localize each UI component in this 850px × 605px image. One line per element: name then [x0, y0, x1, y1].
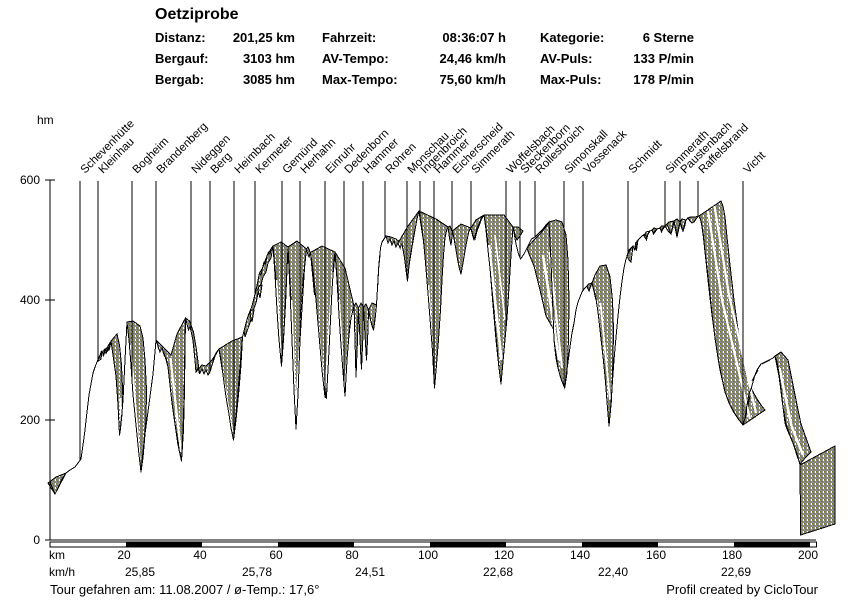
svg-text:133 P/min: 133 P/min: [633, 51, 694, 66]
svg-text:22,40: 22,40: [598, 565, 628, 579]
svg-text:22,69: 22,69: [721, 565, 751, 579]
svg-text:AV-Puls:: AV-Puls:: [540, 51, 593, 66]
svg-text:Tour gefahren am: 11.08.2007: Tour gefahren am: 11.08.2007 / ø-Temp.: …: [50, 582, 319, 597]
svg-text:Bergab:: Bergab:: [155, 72, 204, 87]
svg-text:3085 hm: 3085 hm: [243, 72, 295, 87]
svg-text:Max-Puls:: Max-Puls:: [540, 72, 601, 87]
svg-text:Bergauf:: Bergauf:: [155, 51, 208, 66]
svg-text:140: 140: [570, 548, 590, 562]
svg-text:80: 80: [345, 548, 359, 562]
svg-text:25,85: 25,85: [125, 565, 155, 579]
svg-text:25,78: 25,78: [242, 565, 272, 579]
svg-text:Oetziprobe: Oetziprobe: [155, 6, 239, 23]
svg-text:180: 180: [722, 548, 742, 562]
svg-text:km/h: km/h: [49, 565, 75, 579]
svg-text:3103 hm: 3103 hm: [243, 51, 295, 66]
svg-text:AV-Tempo:: AV-Tempo:: [322, 51, 389, 66]
svg-text:60: 60: [269, 548, 283, 562]
svg-text:178 P/min: 178 P/min: [633, 72, 694, 87]
svg-text:24,51: 24,51: [355, 565, 385, 579]
svg-text:Max-Tempo:: Max-Tempo:: [322, 72, 398, 87]
svg-text:hm: hm: [37, 113, 54, 127]
svg-text:400: 400: [20, 293, 40, 307]
svg-text:Kategorie:: Kategorie:: [540, 30, 604, 45]
svg-text:120: 120: [494, 548, 514, 562]
svg-text:200: 200: [20, 413, 40, 427]
svg-text:100: 100: [418, 548, 438, 562]
svg-text:08:36:07 h: 08:36:07 h: [442, 30, 506, 45]
svg-text:200: 200: [798, 548, 818, 562]
svg-text:km: km: [49, 548, 65, 562]
svg-text:20: 20: [117, 548, 131, 562]
svg-text:Profil created by CicloTour: Profil created by CicloTour: [666, 582, 818, 597]
svg-text:6 Sterne: 6 Sterne: [643, 30, 694, 45]
svg-text:Distanz:: Distanz:: [155, 30, 206, 45]
svg-text:201,25 km: 201,25 km: [233, 30, 295, 45]
svg-text:24,46 km/h: 24,46 km/h: [440, 51, 507, 66]
svg-text:Fahrzeit:: Fahrzeit:: [322, 30, 376, 45]
svg-text:22,68: 22,68: [483, 565, 513, 579]
svg-text:0: 0: [33, 533, 40, 547]
svg-text:600: 600: [20, 173, 40, 187]
svg-text:40: 40: [193, 548, 207, 562]
svg-text:75,60 km/h: 75,60 km/h: [440, 72, 507, 87]
svg-text:160: 160: [646, 548, 666, 562]
